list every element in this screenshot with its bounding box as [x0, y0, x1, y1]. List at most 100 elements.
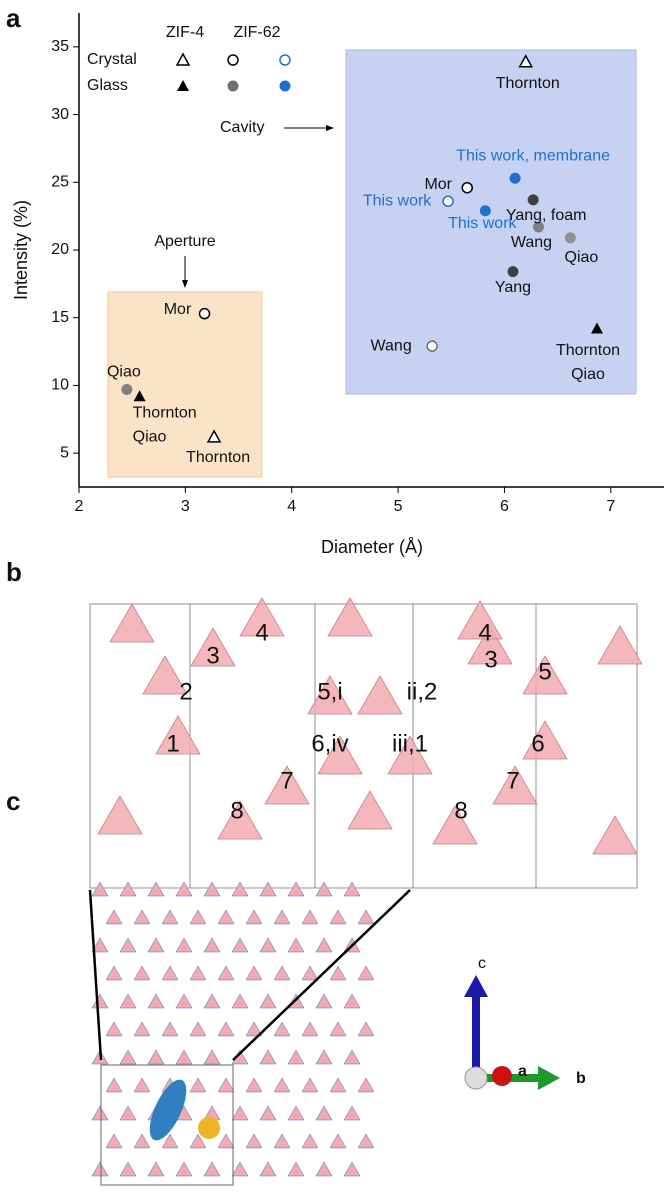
- lattice-tetrahedron: [190, 966, 206, 980]
- y-tick-label: 35: [51, 38, 69, 55]
- lattice-tetrahedron: [134, 910, 150, 924]
- site-label: 3: [484, 646, 497, 673]
- point-label: Wang: [371, 337, 412, 354]
- lattice-tetrahedron: [134, 1078, 150, 1092]
- lattice-tetrahedron: [92, 1106, 108, 1120]
- panel-label: c: [6, 786, 20, 816]
- lattice-tetrahedron: [148, 1050, 164, 1064]
- y-tick-label: 20: [51, 241, 69, 258]
- lattice-tetrahedron: [288, 1162, 304, 1176]
- point-label: Thornton: [556, 342, 620, 359]
- lattice-tetrahedron: [190, 910, 206, 924]
- point-label: Yang, foam: [506, 207, 587, 224]
- x-tick-label: 3: [181, 498, 190, 515]
- point-label: Qiao: [133, 428, 167, 445]
- site-label: 3: [206, 642, 219, 669]
- lattice-tetrahedron: [302, 910, 318, 924]
- site-label: 2: [179, 678, 192, 705]
- site-label: 6,iv: [311, 730, 348, 757]
- legend-row: Crystal: [87, 51, 137, 68]
- origin-ball: [465, 1067, 487, 1089]
- lattice-tetrahedron: [92, 994, 108, 1008]
- lattice-tetrahedron: [106, 910, 122, 924]
- lattice-tetrahedron: [260, 1050, 276, 1064]
- legend-row: Glass: [87, 77, 128, 94]
- site-label: 4: [255, 619, 268, 646]
- lattice-tetrahedron: [120, 938, 136, 952]
- lattice-tetrahedron: [316, 994, 332, 1008]
- lattice-tetrahedron: [316, 1162, 332, 1176]
- lattice-tetrahedron: [232, 1106, 248, 1120]
- panel-label: b: [6, 557, 22, 587]
- point-label: This work: [363, 192, 432, 209]
- tetrahedron: [598, 626, 642, 664]
- site-label: 5,i: [317, 678, 342, 705]
- annotation: Aperture: [154, 233, 215, 250]
- lattice-tetrahedron: [176, 994, 192, 1008]
- lattice-tetrahedron: [204, 938, 220, 952]
- lattice-tetrahedron: [344, 994, 360, 1008]
- lattice-tetrahedron: [218, 1078, 234, 1092]
- point-label: Wang: [511, 234, 552, 251]
- point-label: This work: [448, 215, 517, 232]
- lattice-tetrahedron: [246, 1134, 262, 1148]
- lattice-tetrahedron: [162, 966, 178, 980]
- lattice-tetrahedron: [358, 966, 374, 980]
- lattice-tetrahedron: [330, 1022, 346, 1036]
- lattice-tetrahedron: [120, 1162, 136, 1176]
- y-tick-label: 15: [51, 309, 69, 326]
- point: [507, 266, 518, 277]
- y-tick-label: 25: [51, 174, 69, 191]
- zoom-line: [90, 890, 101, 1060]
- lattice-tetrahedron: [246, 1078, 262, 1092]
- lattice-tetrahedron: [204, 1050, 220, 1064]
- x-tick-label: 2: [75, 498, 84, 515]
- lattice-tetrahedron: [134, 1022, 150, 1036]
- lattice-tetrahedron: [288, 1050, 304, 1064]
- axis-label: c: [478, 955, 486, 972]
- lattice-tetrahedron: [106, 1022, 122, 1036]
- lattice-tetrahedron: [218, 1134, 234, 1148]
- point: [121, 384, 132, 395]
- figure: a b c ZIF-4 ZIF-62 Crystal Glass Apertur…: [0, 0, 665, 1199]
- legend-column: ZIF-4: [166, 24, 204, 41]
- tetrahedron: [348, 791, 392, 829]
- legend-symbol: [280, 81, 291, 92]
- lattice-tetrahedron: [148, 938, 164, 952]
- point: [200, 309, 210, 319]
- site-label: 1: [166, 730, 179, 757]
- axis-label: a: [518, 1063, 527, 1080]
- point: [462, 183, 472, 193]
- legend-symbol: [228, 55, 238, 65]
- lattice-tetrahedron: [330, 1134, 346, 1148]
- lattice-tetrahedron: [302, 1134, 318, 1148]
- lattice-tetrahedron: [120, 1106, 136, 1120]
- a-axis-ball: [492, 1066, 512, 1086]
- lattice-tetrahedron: [302, 1022, 318, 1036]
- axis-label: b: [576, 1070, 586, 1087]
- point-label: Thornton: [496, 75, 560, 92]
- lattice-tetrahedron: [274, 910, 290, 924]
- arrow-head: [464, 975, 488, 997]
- arrow-head: [182, 280, 188, 288]
- site-label: 6: [531, 730, 544, 757]
- point: [510, 173, 521, 184]
- lattice-tetrahedron: [190, 1022, 206, 1036]
- point-label: Qiao: [571, 366, 605, 383]
- lattice-tetrahedron: [106, 1134, 122, 1148]
- lattice-tetrahedron: [92, 1162, 108, 1176]
- point-label: Thornton: [133, 404, 197, 421]
- lattice-tetrahedron: [106, 966, 122, 980]
- legend-symbol: [177, 54, 189, 65]
- annotation: Cavity: [220, 119, 264, 136]
- point-label: Thornton: [186, 449, 250, 466]
- point-label: Yang: [495, 279, 531, 296]
- lattice-tetrahedron: [344, 1050, 360, 1064]
- lattice-tetrahedron: [330, 910, 346, 924]
- site-label: 8: [230, 797, 243, 824]
- lattice-tetrahedron: [316, 882, 332, 896]
- lattice-tetrahedron: [190, 1078, 206, 1092]
- lattice-tetrahedron: [134, 1134, 150, 1148]
- point-label: Mor: [164, 301, 192, 318]
- lattice-tetrahedron: [134, 966, 150, 980]
